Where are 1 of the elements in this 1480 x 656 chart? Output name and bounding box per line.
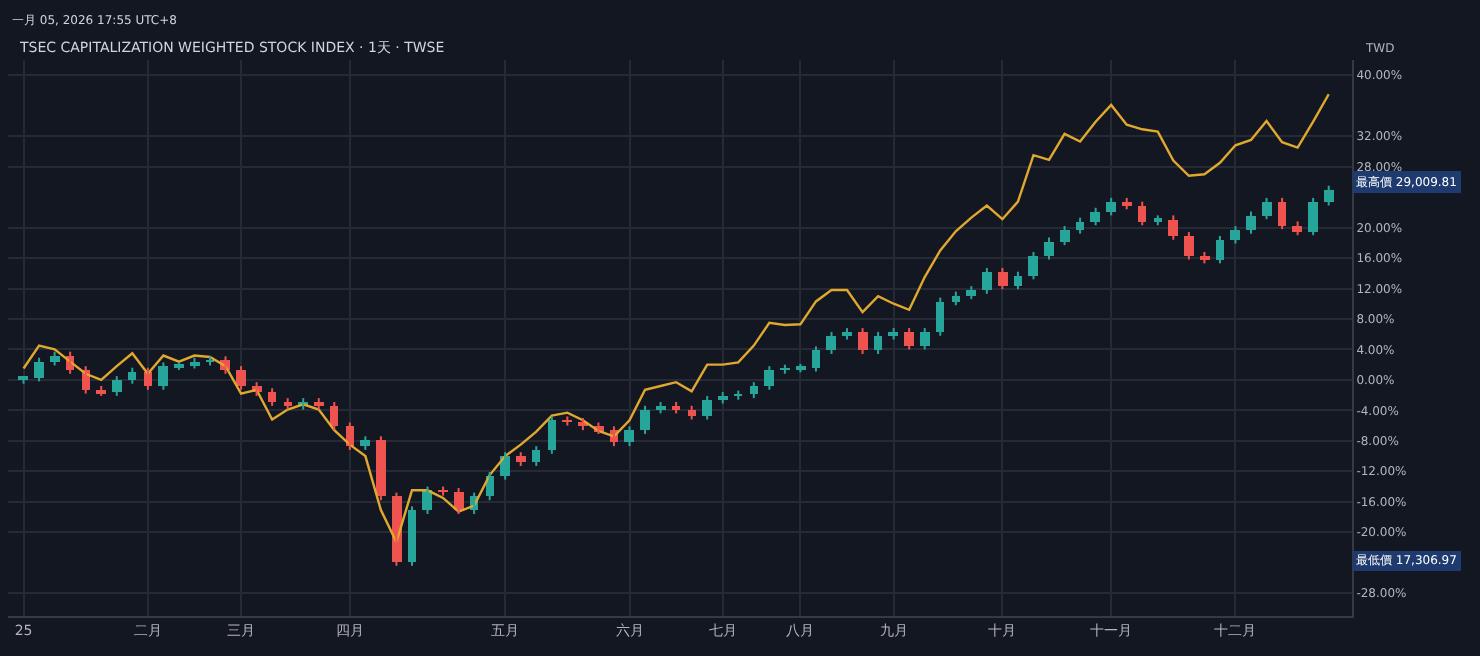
line-series (22, 93, 1330, 544)
